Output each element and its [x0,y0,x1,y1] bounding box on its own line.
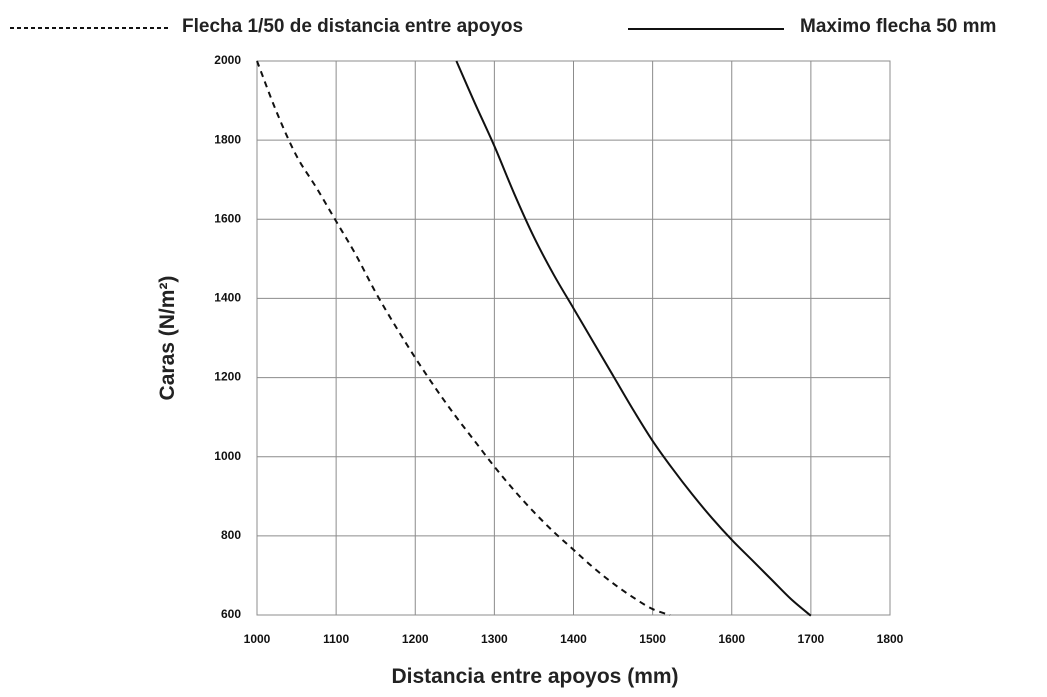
series-line-solid [455,60,812,617]
y-tick-label: 800 [221,528,241,542]
x-axis-title: Distancia entre apoyos (mm) [391,665,678,688]
series-layer [256,60,812,617]
y-tick-label: 2000 [214,53,241,67]
y-axis-tick-labels: 600 800 1000 1200 1400 1600 1800 2000 [214,53,241,621]
x-tick-label: 1200 [402,632,429,646]
legend: Flecha 1/50 de distancia entre apoyos Ma… [10,16,996,37]
legend-label-dashed-series: Flecha 1/50 de distancia entre apoyos [182,16,523,37]
grid-vertical-lines [256,61,891,615]
y-tick-label: 1800 [214,132,241,146]
x-tick-label: 1100 [323,632,349,646]
series-line-dashed [256,60,671,616]
x-axis-tick-labels: 1000 1100 1200 1300 1400 1500 1600 1700 1800 [244,632,904,646]
x-tick-label: 1400 [560,632,587,646]
y-tick-label: 1000 [214,449,241,463]
y-tick-label: 1400 [214,291,241,305]
x-tick-label: 1000 [244,632,271,646]
y-tick-label: 600 [221,607,241,621]
legend-label-solid-series: Maximo flecha 50 mm [800,16,996,37]
x-tick-label: 1300 [481,632,508,646]
x-tick-label: 1800 [877,632,904,646]
x-tick-label: 1600 [718,632,745,646]
y-axis-title: Caras (N/m²) [156,276,179,401]
y-tick-label: 1200 [214,370,241,384]
y-tick-label: 1600 [214,211,241,225]
x-tick-label: 1700 [798,632,825,646]
plot-frame [256,60,891,616]
plot-area [256,60,891,617]
x-tick-label: 1500 [639,632,666,646]
